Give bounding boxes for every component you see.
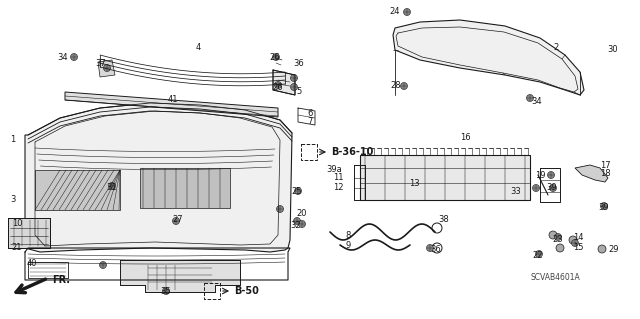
Text: 10: 10 <box>12 219 22 228</box>
Text: 39: 39 <box>547 183 557 192</box>
Text: 4: 4 <box>195 43 200 53</box>
Circle shape <box>70 54 77 61</box>
Text: 21: 21 <box>12 242 22 251</box>
Text: 7: 7 <box>307 117 313 127</box>
Circle shape <box>104 64 111 71</box>
Text: 22: 22 <box>532 250 543 259</box>
Text: 9: 9 <box>346 241 351 249</box>
Circle shape <box>556 244 564 252</box>
Text: 26: 26 <box>269 53 280 62</box>
Text: 27: 27 <box>173 216 183 225</box>
Polygon shape <box>120 260 240 292</box>
Text: B-36-10: B-36-10 <box>331 147 373 157</box>
Circle shape <box>600 203 607 210</box>
Text: 12: 12 <box>333 183 343 192</box>
Text: 25: 25 <box>292 187 302 196</box>
Text: 26: 26 <box>273 84 284 93</box>
Text: 35: 35 <box>161 286 172 295</box>
Text: 17: 17 <box>600 160 611 169</box>
Text: 38: 38 <box>438 216 449 225</box>
Text: FR.: FR. <box>52 275 70 285</box>
Text: 41: 41 <box>168 95 179 105</box>
Text: 31: 31 <box>107 183 117 192</box>
Text: 14: 14 <box>573 234 583 242</box>
Text: 18: 18 <box>600 169 611 179</box>
Text: 32: 32 <box>291 220 301 229</box>
Circle shape <box>598 245 606 253</box>
Circle shape <box>173 218 179 225</box>
Text: 5: 5 <box>296 87 301 97</box>
Text: 36: 36 <box>294 60 305 69</box>
Circle shape <box>401 83 408 90</box>
Circle shape <box>294 188 301 195</box>
Text: 39a: 39a <box>326 166 342 174</box>
Circle shape <box>550 184 557 191</box>
Circle shape <box>163 287 170 294</box>
Text: 39: 39 <box>598 203 609 211</box>
Text: 40: 40 <box>27 258 37 268</box>
Circle shape <box>291 84 298 91</box>
Circle shape <box>273 54 280 61</box>
Circle shape <box>532 184 540 191</box>
Circle shape <box>99 262 106 269</box>
Polygon shape <box>65 92 278 117</box>
Text: 19: 19 <box>535 170 545 180</box>
Circle shape <box>569 236 577 244</box>
Circle shape <box>298 220 305 227</box>
Text: 15: 15 <box>573 242 583 251</box>
Text: 1: 1 <box>10 136 15 145</box>
Polygon shape <box>273 70 295 95</box>
Circle shape <box>527 94 534 101</box>
Text: 34: 34 <box>532 97 542 106</box>
Text: 36: 36 <box>431 246 442 255</box>
Text: 2: 2 <box>554 42 559 51</box>
Text: 3: 3 <box>10 196 16 204</box>
Polygon shape <box>98 60 115 77</box>
Text: 20: 20 <box>297 210 307 219</box>
Text: 34: 34 <box>58 54 68 63</box>
Text: 33: 33 <box>511 188 522 197</box>
Text: B-50: B-50 <box>234 286 259 296</box>
Text: 8: 8 <box>346 232 351 241</box>
Circle shape <box>554 234 561 241</box>
Circle shape <box>109 182 115 189</box>
Circle shape <box>294 218 301 225</box>
Text: 16: 16 <box>460 132 470 142</box>
Text: 13: 13 <box>409 179 419 188</box>
Circle shape <box>426 244 433 251</box>
Text: 30: 30 <box>608 46 618 55</box>
Circle shape <box>291 75 298 81</box>
Circle shape <box>572 240 579 247</box>
Text: 23: 23 <box>553 235 563 244</box>
Text: 6: 6 <box>307 108 313 117</box>
Polygon shape <box>8 218 50 248</box>
Text: 28: 28 <box>390 81 401 91</box>
Circle shape <box>549 231 557 239</box>
Polygon shape <box>393 20 584 95</box>
Polygon shape <box>360 155 530 200</box>
Text: 24: 24 <box>390 8 400 17</box>
Circle shape <box>403 9 410 16</box>
Polygon shape <box>25 103 292 252</box>
Circle shape <box>275 81 282 88</box>
Circle shape <box>547 172 554 179</box>
Text: 11: 11 <box>333 174 343 182</box>
Polygon shape <box>140 168 230 208</box>
Text: 37: 37 <box>95 58 106 68</box>
Polygon shape <box>35 170 120 210</box>
Text: SCVAB4601A: SCVAB4601A <box>530 273 580 283</box>
Text: 29: 29 <box>609 244 620 254</box>
Circle shape <box>276 205 284 212</box>
Circle shape <box>536 250 543 257</box>
Polygon shape <box>575 165 608 182</box>
